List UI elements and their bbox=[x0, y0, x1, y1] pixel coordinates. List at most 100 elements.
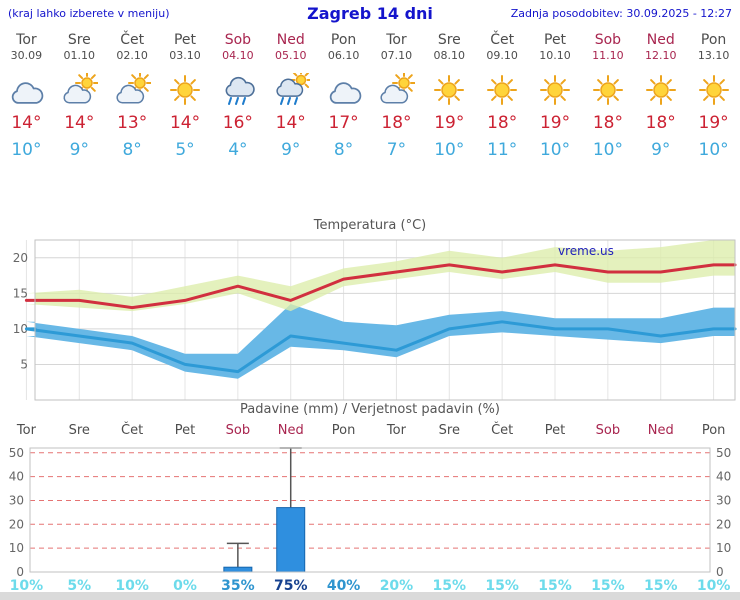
precip-day-label: Ned bbox=[277, 423, 304, 438]
day-high-temp: 18° bbox=[487, 113, 518, 133]
sunny-icon bbox=[634, 70, 687, 110]
precip-day-label: Sob bbox=[595, 423, 621, 438]
day-high-temp: 18° bbox=[645, 113, 676, 133]
day-column: Pon 06.10 17° 8° bbox=[317, 32, 370, 160]
precip-probability-value: 75% bbox=[273, 578, 308, 594]
precip-day-label: Pet bbox=[544, 423, 566, 438]
day-high-temp: 18° bbox=[381, 113, 412, 133]
day-high-temp: 13° bbox=[117, 113, 148, 133]
sunny-icon bbox=[687, 70, 740, 110]
footer-strip bbox=[0, 592, 740, 600]
day-date: 07.10 bbox=[380, 49, 413, 62]
day-column: Pon 13.10 19° 10° bbox=[687, 32, 740, 160]
precip-day-label: Ned bbox=[647, 423, 674, 438]
precip-probability-value: 15% bbox=[538, 578, 572, 594]
partly-cloudy-icon bbox=[370, 70, 423, 110]
precip-day-label: Pon bbox=[701, 423, 726, 438]
day-date: 06.10 bbox=[327, 49, 360, 62]
day-low-temp: 4° bbox=[228, 140, 248, 160]
precip-probability-value: 15% bbox=[591, 578, 625, 594]
svg-text:50: 50 bbox=[9, 446, 24, 460]
sunny-icon bbox=[581, 70, 634, 110]
precip-probability-value: 0% bbox=[173, 578, 197, 594]
day-date: 02.10 bbox=[116, 49, 148, 62]
day-low-temp: 7° bbox=[386, 140, 407, 160]
day-column: Sob 04.10 16° 4° bbox=[211, 32, 264, 160]
day-low-temp: 10° bbox=[434, 140, 465, 160]
day-name: Pet bbox=[173, 32, 197, 48]
sunny-icon bbox=[159, 70, 212, 110]
precip-day-label: Tor bbox=[16, 423, 36, 438]
day-high-temp: 14° bbox=[11, 113, 42, 133]
menu-hint-text: (kraj lahko izberete v meniju) bbox=[8, 7, 170, 20]
precip-day-label: Sob bbox=[225, 423, 251, 438]
precipitation-chart: 0 0 10 10 20 20 30 30 40 40 50 50 bbox=[9, 446, 732, 577]
page-title: Zagreb 14 dni bbox=[307, 4, 433, 23]
svg-text:15: 15 bbox=[13, 286, 28, 300]
day-low-temp: 11° bbox=[487, 140, 518, 160]
svg-text:40: 40 bbox=[9, 470, 24, 484]
rain-icon bbox=[211, 70, 264, 110]
precip-day-label: Čet bbox=[491, 423, 514, 438]
svg-text:10: 10 bbox=[716, 541, 731, 555]
day-date: 05.10 bbox=[274, 49, 307, 62]
precipitation-chart-block: Padavine (mm) / Verjetnost padavin (%) T… bbox=[0, 402, 740, 594]
day-name: Tor bbox=[16, 32, 37, 48]
precip-day-label: Pon bbox=[331, 423, 356, 438]
day-high-temp: 14° bbox=[64, 113, 95, 133]
day-high-temp: 14° bbox=[169, 113, 201, 133]
day-high-temp: 16° bbox=[222, 113, 253, 133]
day-date: 09.10 bbox=[486, 49, 518, 62]
day-column: Čet 02.10 13° 8° bbox=[106, 32, 159, 160]
svg-text:10: 10 bbox=[9, 541, 24, 555]
precip-probability-value: 40% bbox=[326, 578, 361, 594]
day-column: Sre 01.10 14° 9° bbox=[53, 32, 106, 160]
day-low-temp: 9° bbox=[69, 140, 89, 160]
svg-text:5: 5 bbox=[20, 357, 28, 371]
day-name: Pon bbox=[700, 32, 727, 48]
day-column: Čet 09.10 18° 11° bbox=[476, 32, 529, 160]
precip-probability-value: 35% bbox=[221, 578, 255, 594]
partly-cloudy-icon bbox=[106, 70, 159, 110]
precip-day-label: Pet bbox=[174, 423, 196, 438]
svg-text:20: 20 bbox=[9, 517, 24, 531]
day-date: 10.10 bbox=[539, 49, 571, 62]
day-name: Pet bbox=[544, 32, 567, 48]
precip-probability-value: 10% bbox=[115, 578, 149, 594]
day-high-temp: 19° bbox=[698, 113, 729, 133]
svg-text:30: 30 bbox=[716, 493, 731, 507]
day-date: 13.10 bbox=[697, 49, 730, 62]
day-high-temp: 14° bbox=[275, 113, 306, 133]
sunny-icon bbox=[423, 70, 476, 110]
day-date: 01.10 bbox=[63, 49, 96, 62]
vreme-us-watermark-link[interactable]: vreme.us bbox=[558, 244, 614, 258]
day-column: Ned 05.10 14° 9° bbox=[264, 32, 317, 160]
precip-day-labels-row: Tor Sre Čet Pet Sob Ned Pon Tor Sre Čet Pet Sob Ned P… bbox=[0, 423, 740, 443]
partly-cloudy-icon bbox=[53, 70, 106, 110]
day-name: Čet bbox=[490, 32, 515, 48]
precip-probability-value: 20% bbox=[379, 578, 414, 594]
day-date: 08.10 bbox=[433, 49, 466, 62]
day-low-temp: 10° bbox=[698, 140, 729, 160]
precip-probability-value: 5% bbox=[67, 578, 92, 594]
svg-text:10: 10 bbox=[13, 322, 28, 336]
day-column: Tor 30.09 14° 10° bbox=[0, 32, 53, 160]
svg-text:0: 0 bbox=[16, 565, 24, 577]
day-low-temp: 5° bbox=[175, 140, 195, 160]
day-high-temp: 17° bbox=[328, 113, 359, 133]
day-column: Ned 12.10 18° 9° bbox=[634, 32, 687, 160]
temp-chart-title: Temperatura (°C) bbox=[313, 218, 427, 233]
svg-text:40: 40 bbox=[716, 470, 731, 484]
day-date: 03.10 bbox=[169, 49, 201, 62]
forecast-days-row: Tor 30.09 14° 10° Sre 01.10 14° 9° Čet 02.10 13° 8°… bbox=[0, 32, 740, 160]
day-low-temp: 9° bbox=[651, 140, 671, 160]
day-date: 30.09 bbox=[10, 49, 43, 62]
day-column: Sob 11.10 18° 10° bbox=[581, 32, 634, 160]
day-name: Pon bbox=[330, 32, 357, 48]
sunny-icon bbox=[476, 70, 529, 110]
day-column: Pet 03.10 14° 5° bbox=[159, 32, 212, 160]
day-name: Tor bbox=[386, 32, 407, 48]
day-date: 12.10 bbox=[644, 49, 677, 62]
day-low-temp: 8° bbox=[122, 140, 142, 160]
